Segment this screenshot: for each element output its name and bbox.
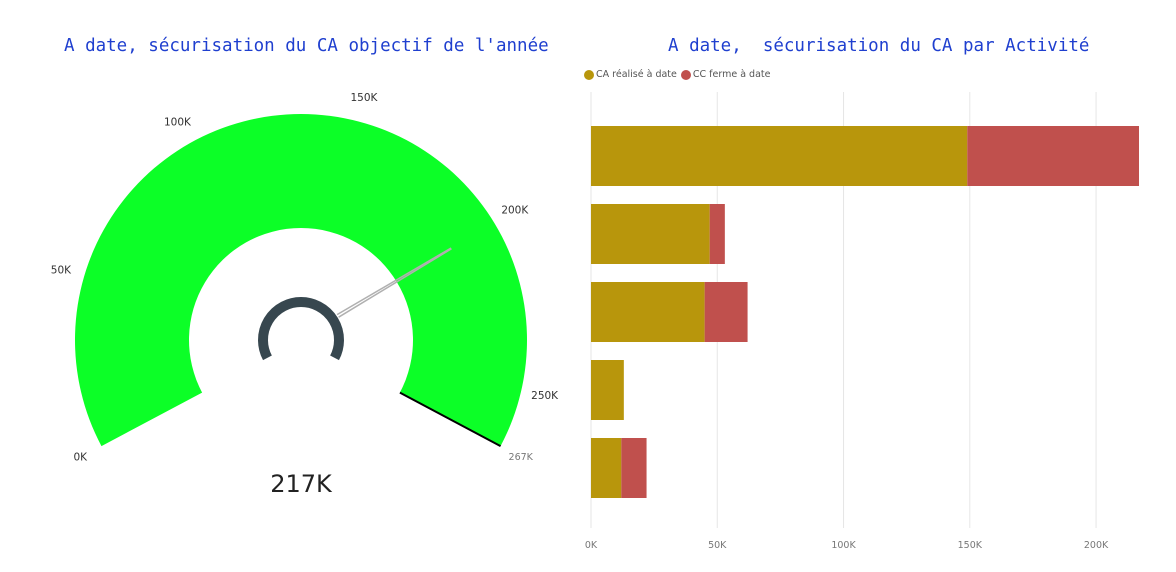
bar-chart[interactable]: 0K 50K 100K 150K 200K <box>580 0 1176 572</box>
gauge-chart-title: A date, sécurisation du CA objectif de l… <box>64 36 549 56</box>
gauge-tick-label: 200K <box>501 204 529 216</box>
legend-label-ca-realise: CA réalisé à date <box>596 69 677 80</box>
bar-cc-ferme[interactable] <box>967 126 1139 186</box>
bar-cc-ferme[interactable] <box>704 282 748 342</box>
gauge-max-marker <box>399 391 502 447</box>
gauge-tick-label: 150K <box>350 92 378 104</box>
bar-chart-x-tick-label: 50K <box>708 540 727 551</box>
gauge-tick-label: 100K <box>164 117 192 129</box>
bar-chart-x-tick-label: 150K <box>958 540 983 551</box>
gauge-value-label: 217K <box>270 470 333 498</box>
gauge-target-needle <box>338 248 452 318</box>
gauge-target-needle-edge <box>336 247 452 316</box>
gauge-center-marker <box>258 297 344 361</box>
gauge-tick-label: 50K <box>51 264 72 276</box>
bar-ca-realise[interactable] <box>591 438 622 498</box>
bar-chart-x-tick-label: 100K <box>831 540 856 551</box>
bar-chart-x-tick-label: 200K <box>1084 540 1109 551</box>
bar-chart-bars[interactable] <box>591 126 1139 498</box>
bar-cc-ferme[interactable] <box>621 438 647 498</box>
bar-chart-x-tick-label: 0K <box>585 540 598 551</box>
bar-chart-title: A date, sécurisation du CA par Activité <box>668 36 1090 56</box>
bar-ca-realise[interactable] <box>591 204 710 264</box>
gauge-tick-labels: 0K 50K 100K 150K 200K 250K <box>51 92 559 463</box>
legend-label-cc-ferme: CC ferme à date <box>692 69 771 80</box>
legend-marker-ca-realise <box>584 69 594 80</box>
gauge-tick-label: 250K <box>531 390 559 402</box>
bar-ca-realise[interactable] <box>591 282 705 342</box>
legend-item-cc-ferme[interactable]: CC ferme à date <box>680 69 771 80</box>
gauge-fill-arc[interactable] <box>74 113 527 447</box>
bar-chart-x-axis: 0K 50K 100K 150K 200K <box>585 540 1109 551</box>
bar-cc-ferme[interactable] <box>709 204 725 264</box>
gauge-max-label: 267K <box>509 452 534 463</box>
legend-item-ca-realise[interactable]: CA réalisé à date <box>584 69 677 80</box>
bar-chart-legend[interactable]: CA réalisé à date CC ferme à date <box>584 69 774 80</box>
gauge-chart[interactable]: 0K 50K 100K 150K 200K 250K 267K 217K <box>0 0 580 572</box>
bar-ca-realise[interactable] <box>591 126 968 186</box>
gauge-tick-label: 0K <box>73 451 88 463</box>
legend-marker-cc-ferme <box>680 69 691 80</box>
bar-ca-realise[interactable] <box>591 360 624 420</box>
